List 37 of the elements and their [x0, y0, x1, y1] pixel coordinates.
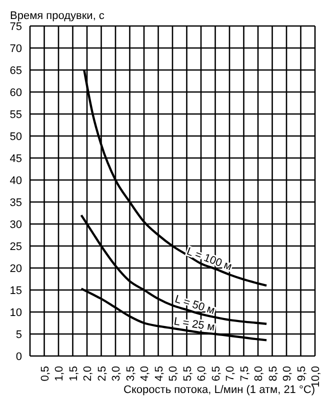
y-tick-label: 10	[10, 306, 22, 319]
y-tick-label: 30	[10, 218, 22, 231]
y-tick-label: 65	[10, 64, 22, 77]
x-tick-label: 3,0	[110, 366, 122, 382]
x-tick-label: 7,5	[238, 366, 251, 382]
y-tick-label: 55	[10, 108, 22, 121]
y-axis-title: Время продувки, с	[10, 10, 105, 22]
x-tick-label: 2,0	[82, 366, 94, 382]
y-tick-label: 60	[10, 86, 22, 99]
x-tick-label: 1,0	[54, 366, 66, 382]
text: L = 25 м	[173, 316, 216, 334]
y-tick-label: 20	[10, 262, 22, 275]
y-tick-label: 5	[16, 328, 22, 341]
x-tick-label: 8,0	[253, 366, 265, 382]
x-tick-label: 3,5	[124, 366, 137, 382]
x-tick-label: 9,0	[282, 366, 294, 382]
x-tick-label: 7,0	[224, 366, 236, 382]
x-tick-label: 6,5	[210, 366, 222, 382]
x-tick-label: 8,5	[267, 366, 280, 382]
y-tick-label: 15	[10, 284, 22, 297]
y-tick-label: 50	[10, 130, 22, 143]
x-tick-label: 4,0	[139, 366, 151, 382]
y-tick-label: 70	[10, 42, 22, 55]
y-tick-label: 40	[10, 174, 22, 187]
y-tick-label: 25	[10, 240, 22, 253]
x-tick-label: 1,5	[68, 366, 80, 382]
x-tick-label: 5,5	[182, 366, 194, 382]
x-tick-label: 0,5	[39, 366, 52, 382]
y-tick-label: 75	[10, 20, 22, 33]
x-tick-label: 5,0	[168, 366, 180, 382]
y-tick-label: 0	[16, 350, 22, 363]
x-tick-label: 9,5	[296, 366, 308, 382]
x-tick-label: 2,5	[96, 366, 108, 382]
y-tick-label: 35	[10, 196, 22, 209]
x-tick-label: 6,0	[196, 366, 208, 382]
x-tick-label: 4,5	[153, 366, 166, 382]
y-tick-label: 45	[10, 152, 22, 165]
